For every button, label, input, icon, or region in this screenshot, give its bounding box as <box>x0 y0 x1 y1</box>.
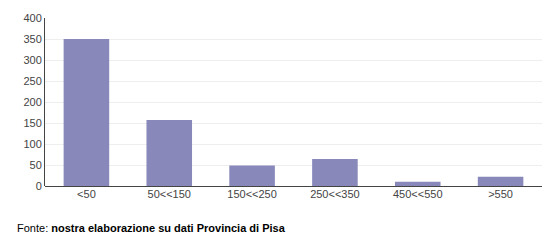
svg-text:150: 150 <box>23 117 41 129</box>
svg-text:350: 350 <box>23 33 41 45</box>
svg-text:450<<550: 450<<550 <box>393 188 443 200</box>
svg-text:250<<350: 250<<350 <box>310 188 360 200</box>
svg-text:0: 0 <box>36 180 42 192</box>
svg-text:300: 300 <box>23 54 41 66</box>
svg-text:400: 400 <box>23 12 41 24</box>
svg-text:>550: >550 <box>488 188 513 200</box>
svg-text:Fonte: nostra elaborazione su: Fonte: nostra elaborazione su dati Provi… <box>17 222 286 234</box>
svg-text:<50: <50 <box>77 188 96 200</box>
svg-text:150<<250: 150<<250 <box>227 188 277 200</box>
svg-text:200: 200 <box>23 96 41 108</box>
svg-text:250: 250 <box>23 75 41 87</box>
svg-text:50: 50 <box>30 159 42 171</box>
svg-text:50<<150: 50<<150 <box>148 188 191 200</box>
svg-text:100: 100 <box>23 138 41 150</box>
